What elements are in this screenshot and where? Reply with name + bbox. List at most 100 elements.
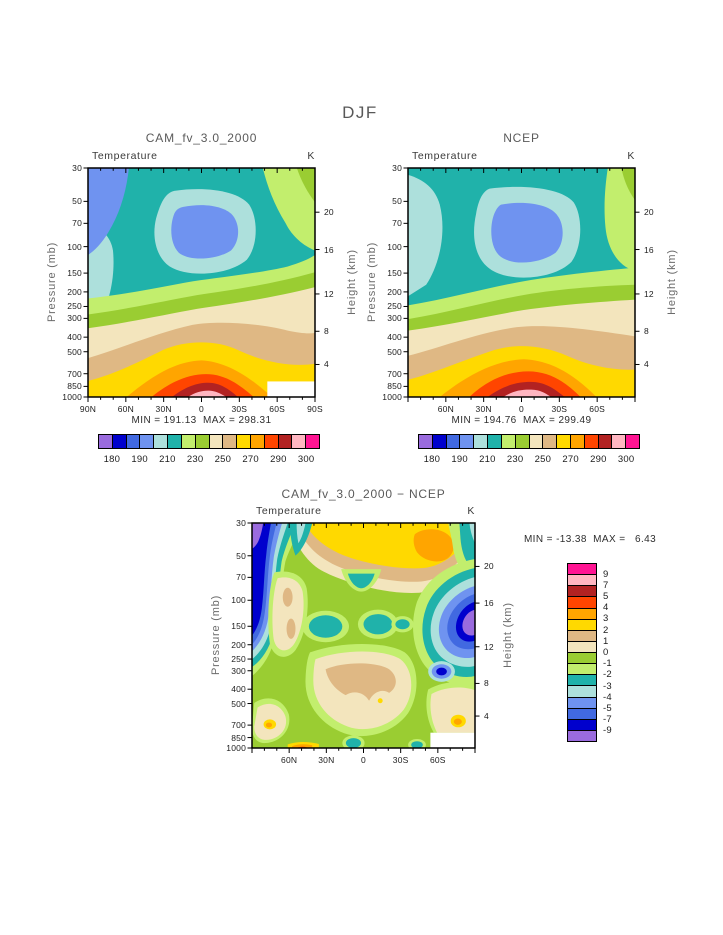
colorbar-tick-label: 180 xyxy=(103,454,121,465)
pressure-tick-label: 50 xyxy=(72,196,82,207)
colorbar-cell xyxy=(568,618,596,630)
field-label-diff: Temperature xyxy=(256,505,322,517)
colorbar-cell xyxy=(291,435,306,448)
colorbar-cell xyxy=(263,435,278,448)
contour-region xyxy=(621,168,635,201)
contour-region xyxy=(252,523,271,636)
colorbar-tick-label: 9 xyxy=(603,568,609,580)
pressure-tick-label: 700 xyxy=(67,368,82,379)
height-tick-label: 12 xyxy=(324,288,334,299)
contour-region xyxy=(347,573,375,589)
colorbar-cell xyxy=(111,435,126,448)
lat-tick-label: 0 xyxy=(361,755,366,765)
colorbar-tick-label: 290 xyxy=(590,454,607,465)
contour-region xyxy=(487,381,565,397)
colorbar-tick-label: 230 xyxy=(186,454,204,465)
contour-region xyxy=(292,744,313,748)
height-tick-label: 4 xyxy=(644,359,649,370)
contour-region xyxy=(265,722,273,728)
plot-border xyxy=(251,522,476,749)
colorbar-tick-label: -3 xyxy=(603,680,612,692)
colorbar-cell xyxy=(583,435,598,448)
pressure-tick-label: 400 xyxy=(387,332,402,343)
pressure-tick-label: 100 xyxy=(231,595,246,606)
pressure-tick-label: 200 xyxy=(387,286,402,297)
cam-axis-frame xyxy=(83,167,320,402)
colorbar-cell xyxy=(568,652,596,664)
contour-region xyxy=(363,614,393,635)
pressure-tick-label: 500 xyxy=(67,346,82,357)
colorbar-tick-label: 230 xyxy=(506,454,524,465)
colorbar-cell xyxy=(419,435,432,448)
lat-tick-label: 60S xyxy=(269,404,286,414)
colorbar-cell xyxy=(568,607,596,619)
pressure-tick-label: 850 xyxy=(67,381,82,392)
pressure-tick-label: 850 xyxy=(387,381,402,392)
pressure-tick-label: 300 xyxy=(231,665,246,676)
lat-tick-label: 60N xyxy=(281,755,298,765)
pressure-tick-label: 250 xyxy=(231,654,246,665)
contour-region xyxy=(430,732,475,748)
pressure-tick-label: 30 xyxy=(236,518,246,528)
pressure-tick-label: 500 xyxy=(387,346,402,357)
colorbar-tick-label: 210 xyxy=(479,454,496,465)
lat-tick-label: 60S xyxy=(589,404,606,414)
pressure-tick-label: 200 xyxy=(231,639,246,650)
contour-region xyxy=(282,587,293,607)
field-label-ncep: Temperature xyxy=(412,150,478,162)
pressure-tick-label: 150 xyxy=(67,268,82,279)
lat-tick-label: 60N xyxy=(117,404,134,414)
colorbar-cell xyxy=(167,435,181,448)
height-tick-label: 16 xyxy=(484,598,494,609)
colorbar-cell xyxy=(249,435,264,448)
colorbar-tick-label: -1 xyxy=(603,658,612,670)
colorbar-cell xyxy=(568,674,596,686)
contour-region xyxy=(459,523,475,571)
season-title: DJF xyxy=(342,103,378,122)
diff-contour-field xyxy=(252,523,475,748)
contour-region xyxy=(267,381,315,397)
pressure-tick-label: 70 xyxy=(72,218,82,229)
colorbar-tick-label: 190 xyxy=(131,454,148,465)
stats-minmax-ncep: MIN = 194.76 MAX = 299.49 xyxy=(451,415,592,426)
lat-tick-label: 60S xyxy=(429,755,446,765)
colorbar-tick-label: -9 xyxy=(603,725,612,737)
colorbar-cell xyxy=(625,435,639,448)
contour-region xyxy=(503,389,552,397)
colorbar-cell xyxy=(139,435,154,448)
height-axis-label-cam: Height (km) xyxy=(346,249,358,315)
colorbar-cell xyxy=(208,435,223,448)
lat-tick-label: 90S xyxy=(307,404,323,414)
colorbar-cell xyxy=(153,435,168,448)
colorbar-cell xyxy=(568,729,596,741)
lat-tick-label: 90N xyxy=(79,404,97,414)
colorbar-cell xyxy=(459,435,474,448)
height-axis-label-diff: Height (km) xyxy=(502,602,514,668)
pressure-tick-label: 70 xyxy=(236,572,246,583)
colorbar-cell xyxy=(514,435,529,448)
panel-title-diff: CAM_fv_3.0_2000 − NCEP xyxy=(281,487,446,501)
colorbar-cell xyxy=(528,435,543,448)
pressure-tick-label: 700 xyxy=(387,368,402,379)
contour-region xyxy=(171,382,238,397)
colorbar-cell xyxy=(236,435,250,448)
colorbar-cell xyxy=(568,640,596,652)
colorbar-cell xyxy=(611,435,626,448)
height-tick-label: 20 xyxy=(324,207,334,218)
colorbar-cell xyxy=(597,435,612,448)
colorbar-tick-label: 270 xyxy=(562,454,579,465)
pressure-tick-label: 100 xyxy=(387,241,402,252)
height-tick-label: 20 xyxy=(484,561,494,572)
pressure-tick-label: 50 xyxy=(236,550,246,561)
contour-region xyxy=(604,168,635,272)
pressure-tick-label: 400 xyxy=(67,332,82,343)
height-tick-label: 20 xyxy=(644,207,654,218)
contour-region xyxy=(171,205,239,259)
contour-region xyxy=(296,168,315,203)
height-tick-label: 16 xyxy=(324,244,334,255)
height-tick-label: 12 xyxy=(644,288,654,299)
colorbar-cell xyxy=(568,696,596,708)
colorbar-cell xyxy=(473,435,488,448)
lat-tick-label: 30S xyxy=(392,755,409,765)
colorbar-tick-label: -7 xyxy=(603,714,612,726)
